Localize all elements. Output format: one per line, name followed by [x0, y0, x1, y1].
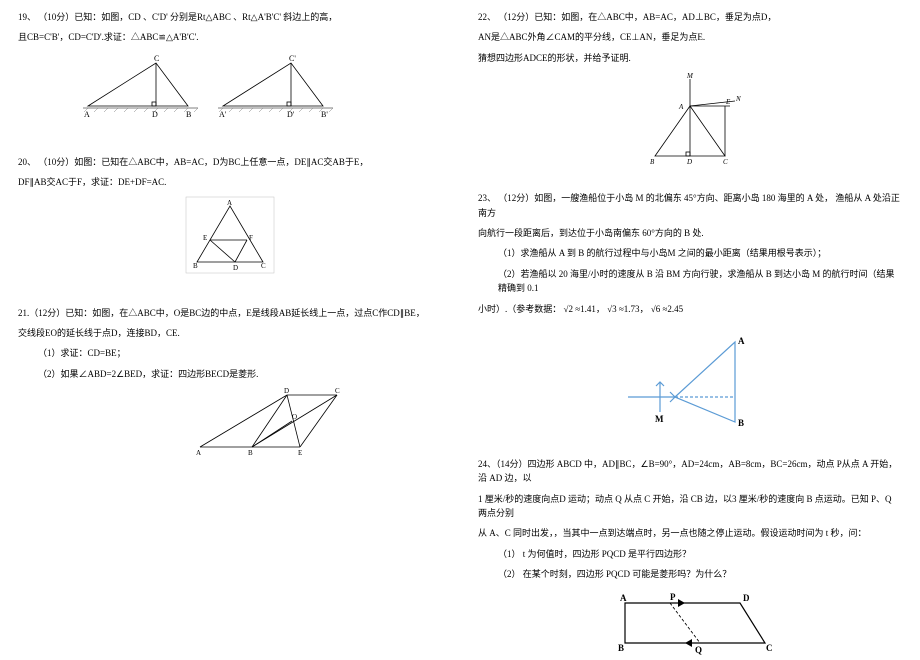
label-E3: E: [298, 449, 302, 457]
label-Ap: A': [219, 110, 227, 119]
p23-figure: A B M: [478, 322, 902, 439]
p21-line2: 交线段EO的延长线于点D，连接BD，CE.: [18, 326, 442, 340]
label-C: C: [154, 54, 159, 63]
p23-svg: A B M: [620, 322, 760, 437]
label-Dp: D': [287, 110, 295, 119]
right-column: 22、 （12分）已知：如图，在△ABC中，AB=AC，AD⊥BC，垂足为点D，…: [460, 0, 920, 627]
p24-line4: （1） t 为何值时，四边形 PQCD 是平行四边形？: [478, 547, 902, 561]
label-D3: D: [284, 387, 289, 395]
label-O3: O: [292, 413, 297, 421]
label-A2: A: [227, 199, 232, 207]
label-Bp: B': [321, 110, 328, 119]
p21-figure: A B E D C O: [18, 387, 442, 459]
label-Q6: Q: [695, 645, 702, 655]
label-Cp: C': [289, 54, 296, 63]
p22-figure: M A E N B D C: [478, 71, 902, 173]
label-D4: D: [686, 158, 692, 166]
p23-line5: 小时）.（参考数据： √2 ≈1.41， √3 ≈1.73， √6 ≈2.45: [478, 302, 902, 316]
label-C2: C: [261, 262, 266, 270]
p23-line1: 23、 （12分）如图，一艘渔船位于小岛 M 的北偏东 45°方向、距离小岛 1…: [478, 191, 902, 220]
p21-line1: 21.（12分）已知：如图，在△ABC中，O是BC边的中点，E是线段AB延长线上…: [18, 306, 442, 320]
label-M4: M: [686, 72, 694, 80]
label-N4: N: [735, 95, 741, 103]
p20-line1: 20、 （10分）如图：已知在△ABC中，AB=AC，D为BC上任意一点，DE∥…: [18, 155, 442, 169]
label-C4: C: [723, 158, 728, 166]
label-B: B: [186, 110, 191, 119]
problem-23: 23、 （12分）如图，一艘渔船位于小岛 M 的北偏东 45°方向、距离小岛 1…: [478, 191, 902, 439]
label-P6: P: [670, 592, 676, 602]
p24-line5: （2） 在某个时刻，四边形 PQCD 可能是菱形吗？为什么？: [478, 567, 902, 581]
label-E2: E: [203, 234, 207, 242]
p20-svg: A B C D E F: [185, 196, 275, 274]
label-A3: A: [196, 449, 201, 457]
p24-line3: 从 A、C 同时出发，，当其中一点到达端点时，另一点也随之停止运动。假设运动时间…: [478, 526, 902, 540]
problem-21: 21.（12分）已知：如图，在△ABC中，O是BC边的中点，E是线段AB延长线上…: [18, 306, 442, 460]
left-column: 19、 （10分）已知：如图，CD 、C'D' 分别是Rt△ABC 、Rt△A'…: [0, 0, 460, 627]
p19-line1: 19、 （10分）已知：如图，CD 、C'D' 分别是Rt△ABC 、Rt△A'…: [18, 10, 442, 24]
p19-svg: A D B C A': [78, 51, 338, 123]
label-C3: C: [335, 387, 340, 395]
problem-20: 20、 （10分）如图：已知在△ABC中，AB=AC，D为BC上任意一点，DE∥…: [18, 155, 442, 276]
label-A6: A: [620, 593, 627, 603]
problem-24: 24、（14分）四边形 ABCD 中，AD∥BC，∠B=90°，AD=24cm，…: [478, 457, 902, 660]
p24-svg: A D B C P Q: [600, 588, 780, 658]
label-B6: B: [618, 643, 624, 653]
p23-line2: 向航行一段距离后，到达位于小岛南偏东 60°方向的 B 处.: [478, 226, 902, 240]
label-C6: C: [766, 643, 773, 653]
p21-line3: （1）求证：CD=BE；: [18, 346, 442, 360]
p22-line1: 22、 （12分）已知：如图，在△ABC中，AB=AC，AD⊥BC，垂足为点D，: [478, 10, 902, 24]
label-F2: F: [249, 234, 253, 242]
label-B2: B: [193, 262, 198, 270]
problem-22: 22、 （12分）已知：如图，在△ABC中，AB=AC，AD⊥BC，垂足为点D，…: [478, 10, 902, 173]
problem-19: 19、 （10分）已知：如图，CD 、C'D' 分别是Rt△ABC 、Rt△A'…: [18, 10, 442, 125]
label-A: A: [84, 110, 90, 119]
p24-line2: 1 厘米/秒的速度向点D 运动；动点 Q 从点 C 开始，沿 CB 边，以3 厘…: [478, 492, 902, 521]
p24-figure: A D B C P Q: [478, 588, 902, 660]
label-B3: B: [248, 449, 253, 457]
label-M5: M: [655, 414, 664, 424]
label-E4: E: [725, 98, 731, 106]
p21-svg: A B E D C O: [192, 387, 342, 457]
p23-line3: （1）求渔船从 A 到 B 的航行过程中与小岛M 之间的最小距离（结果用根号表示…: [478, 246, 902, 260]
label-D: D: [152, 110, 158, 119]
label-A5: A: [738, 336, 745, 346]
label-B4: B: [650, 158, 655, 166]
p21-line4: （2）如果∠ABD=2∠BED，求证：四边形BECD是菱形.: [18, 367, 442, 381]
p23-line4: （2）若渔船以 20 海里/小时的速度从 B 沿 BM 方向行驶，求渔船从 B …: [478, 267, 902, 296]
p20-figure: A B C D E F: [18, 196, 442, 276]
label-B5: B: [738, 418, 744, 428]
p22-svg: M A E N B D C: [635, 71, 745, 171]
label-A4: A: [678, 103, 684, 111]
p19-figure: A D B C A': [18, 51, 442, 125]
p20-line2: DF∥AB交AC于F，求证：DE+DF=AC.: [18, 175, 442, 189]
p19-line2: 且CB=C'B'，CD=C'D'.求证：△ABC≌△A'B'C'.: [18, 30, 442, 44]
label-D6: D: [743, 593, 750, 603]
p22-line3: 猜想四边形ADCE的形状，并给予证明.: [478, 51, 902, 65]
label-D2: D: [233, 264, 238, 272]
p24-line1: 24、（14分）四边形 ABCD 中，AD∥BC，∠B=90°，AD=24cm，…: [478, 457, 902, 486]
p22-line2: AN是△ABC外角∠CAM的平分线，CE⊥AN，垂足为点E.: [478, 30, 902, 44]
